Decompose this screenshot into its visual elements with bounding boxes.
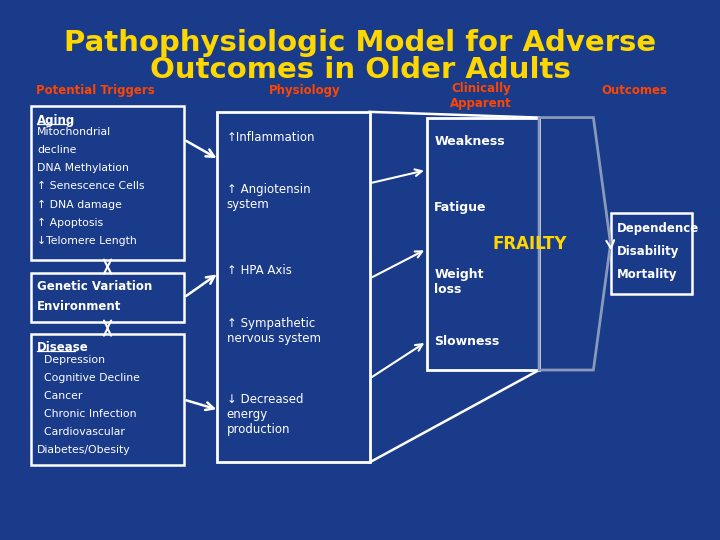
Text: ↓Telomere Length: ↓Telomere Length	[37, 235, 137, 246]
Text: Mortality: Mortality	[617, 268, 678, 281]
Text: FRAILTY: FRAILTY	[492, 235, 567, 253]
Text: ↑ HPA Axis: ↑ HPA Axis	[227, 264, 292, 277]
Text: Genetic Variation: Genetic Variation	[37, 280, 153, 293]
Text: ↑ DNA damage: ↑ DNA damage	[37, 199, 122, 210]
Text: Disease: Disease	[37, 341, 89, 354]
Text: Cognitive Decline: Cognitive Decline	[37, 373, 140, 383]
Text: ↑Inflammation: ↑Inflammation	[227, 131, 315, 144]
Text: Diabetes/Obesity: Diabetes/Obesity	[37, 446, 131, 455]
Text: Dependence: Dependence	[617, 222, 699, 235]
Text: ↑ Senescence Cells: ↑ Senescence Cells	[37, 181, 145, 191]
Text: Outcomes in Older Adults: Outcomes in Older Adults	[150, 56, 570, 84]
Text: ↑ Apoptosis: ↑ Apoptosis	[37, 218, 103, 228]
Text: ↑ Sympathetic
nervous system: ↑ Sympathetic nervous system	[227, 316, 320, 345]
Text: Outcomes: Outcomes	[601, 84, 667, 97]
Text: Chronic Infection: Chronic Infection	[37, 409, 137, 419]
Text: Fatigue: Fatigue	[434, 201, 487, 214]
Text: ↓ Decreased
energy
production: ↓ Decreased energy production	[227, 393, 303, 436]
Text: Depression: Depression	[37, 355, 105, 365]
FancyBboxPatch shape	[611, 213, 693, 294]
FancyBboxPatch shape	[427, 118, 539, 370]
FancyBboxPatch shape	[217, 112, 369, 462]
Text: Cancer: Cancer	[37, 391, 83, 401]
Text: Physiology: Physiology	[269, 84, 341, 97]
Text: decline: decline	[37, 145, 76, 155]
Text: Potential Triggers: Potential Triggers	[36, 84, 155, 97]
Text: Environment: Environment	[37, 300, 122, 313]
Text: ↑ Angiotensin
system: ↑ Angiotensin system	[227, 183, 310, 211]
FancyBboxPatch shape	[32, 106, 184, 260]
Text: Clinically
Apparent: Clinically Apparent	[450, 82, 512, 110]
Text: Weight
loss: Weight loss	[434, 268, 484, 296]
FancyBboxPatch shape	[32, 273, 184, 322]
Text: Aging: Aging	[37, 114, 76, 127]
Text: Cardiovascular: Cardiovascular	[37, 427, 125, 437]
Text: Mitochondrial: Mitochondrial	[37, 127, 111, 137]
Text: Weakness: Weakness	[434, 135, 505, 148]
Text: Pathophysiologic Model for Adverse: Pathophysiologic Model for Adverse	[64, 29, 656, 57]
Text: Disability: Disability	[617, 245, 680, 258]
FancyBboxPatch shape	[32, 334, 184, 465]
Text: DNA Methylation: DNA Methylation	[37, 163, 129, 173]
Text: Slowness: Slowness	[434, 335, 500, 348]
